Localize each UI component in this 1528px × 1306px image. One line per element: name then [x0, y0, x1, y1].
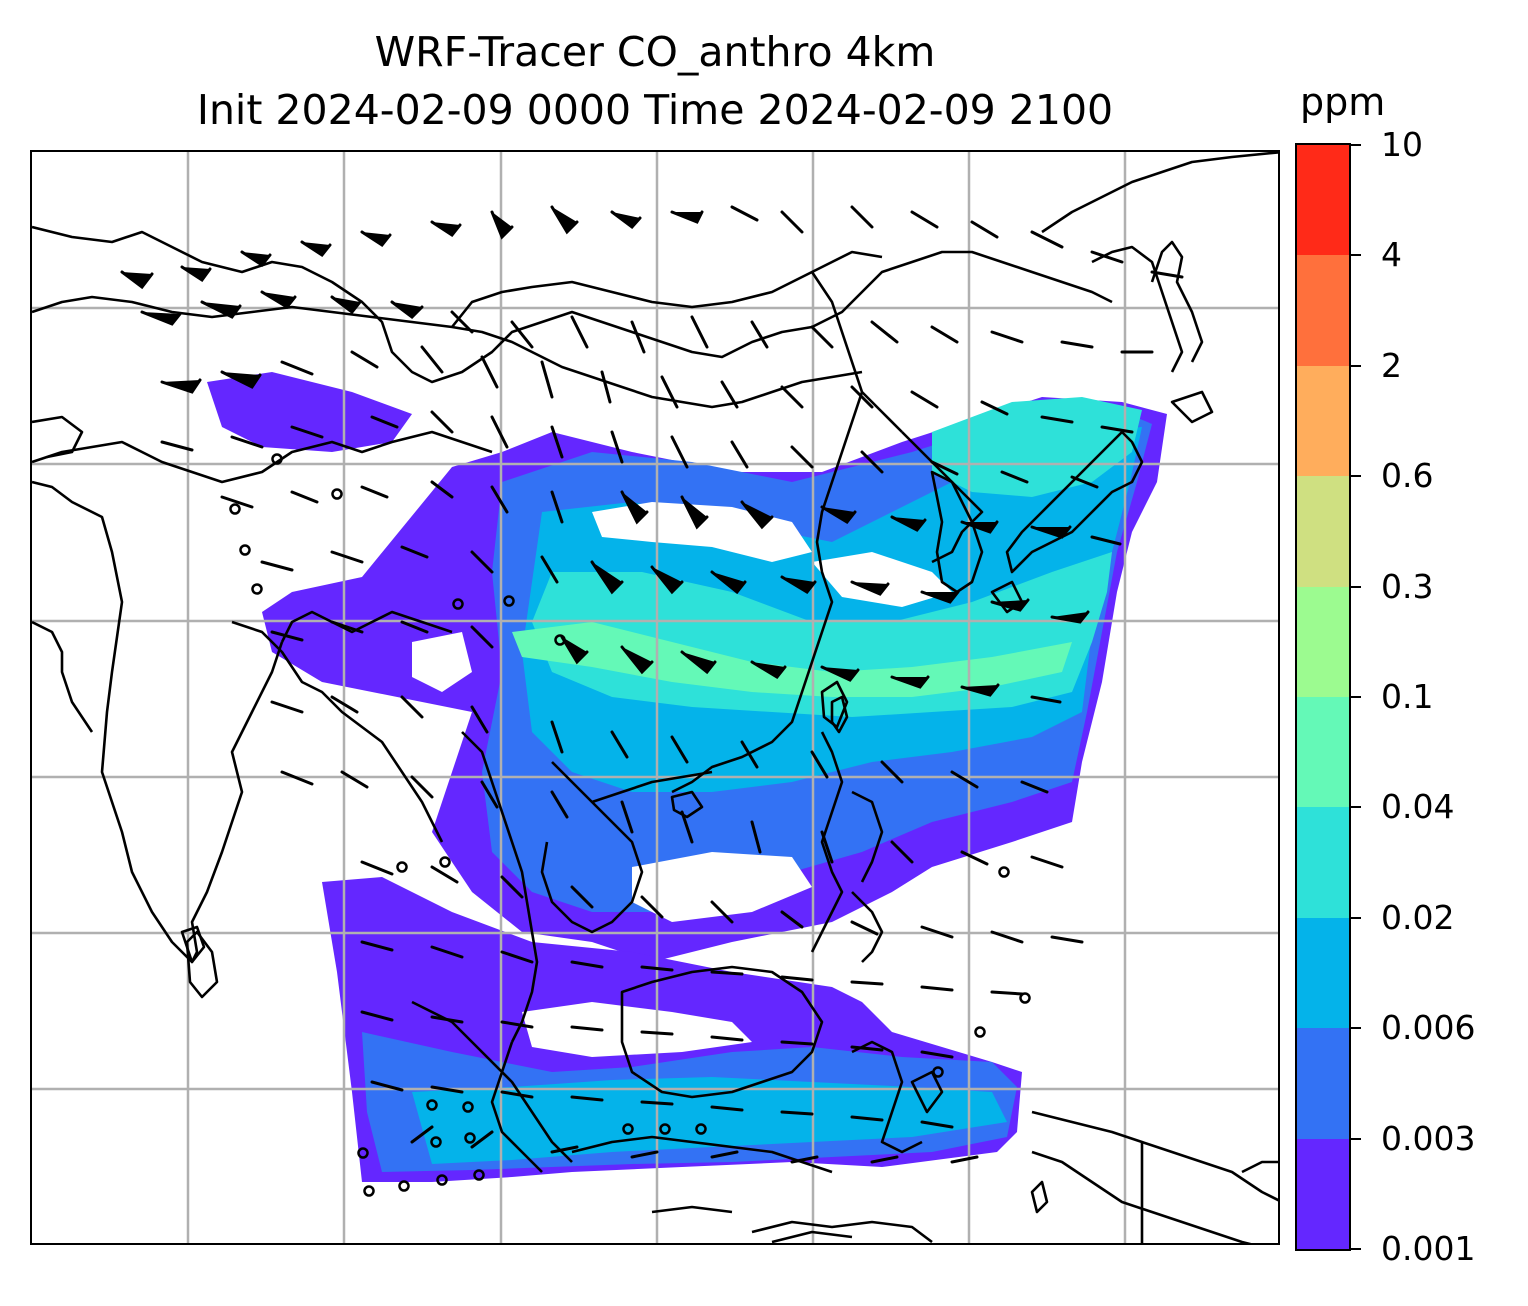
colorbar-tick-label: 0.04 [1381, 787, 1455, 827]
colorbar-tick-label: 0.02 [1381, 897, 1455, 937]
chart-title-line1: WRF-Tracer CO_anthro 4km [374, 28, 936, 76]
colorbar-tick [1351, 585, 1361, 588]
colorbar-tick-label: 0.3 [1381, 566, 1434, 606]
colorbar-segment [1297, 144, 1349, 256]
colorbar-tick [1351, 1137, 1361, 1140]
colorbar-tick [1351, 1248, 1361, 1250]
colorbar-segment [1297, 254, 1349, 366]
plume-upper-west [207, 372, 412, 452]
plume-gap-center [812, 552, 952, 607]
plume-core-green [512, 622, 1072, 697]
plume-gap-south [632, 852, 812, 922]
map-canvas [32, 152, 1278, 1243]
colorbar-tick-label: 4 [1381, 235, 1402, 275]
colorbar-tick-label: 2 [1381, 345, 1402, 385]
colorbar-segment [1297, 1138, 1349, 1249]
plume-gap-west [412, 632, 472, 692]
plume-band-cyan-south [412, 1077, 1007, 1164]
map-panel [30, 150, 1280, 1245]
colorbar-tick [1351, 364, 1361, 367]
colorbar-tick [1351, 144, 1361, 146]
colorbar-tick-label: 10 [1381, 125, 1423, 164]
calm-wind-markers [229, 453, 1031, 1197]
colorbar-tick [1351, 475, 1361, 478]
colorbar-tick-label: 0.006 [1381, 1008, 1476, 1048]
colorbar-segment [1297, 586, 1349, 697]
colorbar-tick [1351, 696, 1361, 698]
colorbar-tick-label: 0.6 [1381, 456, 1434, 496]
coastlines-and-borders [32, 152, 1278, 1243]
colorbar-segment [1297, 917, 1349, 1029]
colorbar-tick-label: 0.003 [1381, 1118, 1476, 1158]
colorbar-segment [1297, 475, 1349, 587]
colorbar-tick-label: 0.1 [1381, 677, 1434, 716]
colorbar-unit-label: ppm [1300, 80, 1386, 124]
colorbar-tick [1351, 916, 1361, 919]
colorbar-segment [1297, 696, 1349, 808]
colorbar-tick [1351, 1027, 1361, 1030]
colorbar [1295, 143, 1351, 1251]
plume-gap-far-south [522, 1002, 752, 1057]
colorbar-segment [1297, 1027, 1349, 1139]
plume-band-turquoise-ne [932, 397, 1142, 497]
chart-title-line2: Init 2024-02-09 0000 Time 2024-02-09 210… [196, 86, 1114, 134]
colorbar-segment [1297, 365, 1349, 477]
co-concentration-field [207, 372, 1167, 1182]
colorbar-tick [1351, 254, 1361, 257]
wind-barbs [120, 205, 1184, 1164]
colorbar-segment [1297, 806, 1349, 918]
colorbar-tick [1351, 806, 1361, 809]
colorbar-tick-label: 0.001 [1381, 1229, 1476, 1268]
